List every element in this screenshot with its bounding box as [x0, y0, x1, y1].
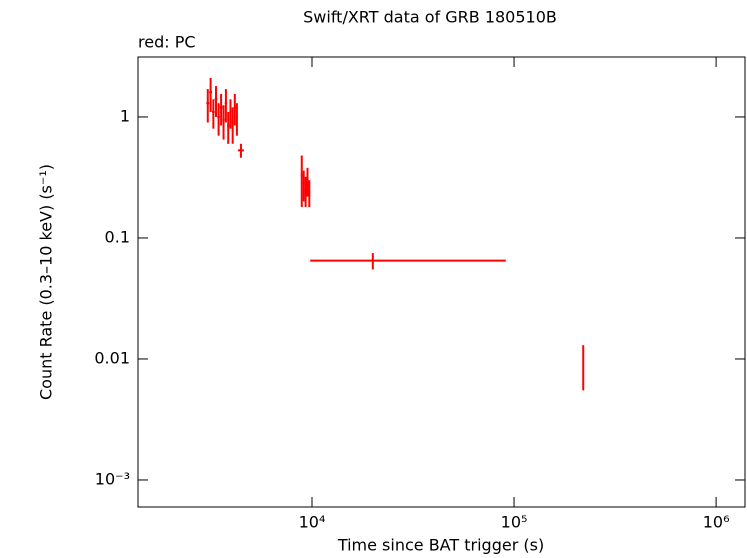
chart-subtitle: red: PC	[138, 33, 196, 52]
y-axis-label: Count Rate (0.3–10 keV) (s⁻¹)	[37, 164, 56, 400]
y-tick-label: 10⁻³	[95, 469, 130, 488]
y-tick-label: 0.1	[105, 227, 130, 246]
y-tick-label: 1	[120, 106, 130, 125]
x-tick-label: 10⁵	[501, 513, 528, 532]
x-tick-label: 10⁶	[703, 513, 730, 532]
chart-title: Swift/XRT data of GRB 180510B	[303, 8, 557, 27]
plot-frame	[137, 56, 746, 508]
x-axis-label: Time since BAT trigger (s)	[337, 536, 544, 555]
y-tick-label: 0.01	[94, 348, 130, 367]
x-tick-label: 10⁴	[299, 513, 326, 532]
